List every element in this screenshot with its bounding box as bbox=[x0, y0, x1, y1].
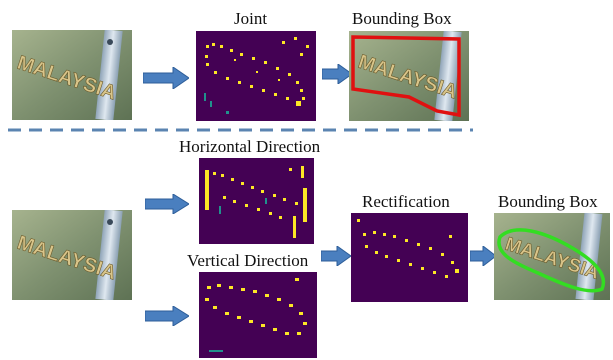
horizontal-dots bbox=[205, 166, 307, 238]
green-bounding-polygon bbox=[497, 228, 606, 293]
label-joint: Joint bbox=[234, 9, 268, 28]
input-photo-bottom: MALAYSIA bbox=[12, 210, 132, 300]
dashed-divider bbox=[8, 128, 473, 132]
label-rectification: Rectification bbox=[362, 192, 450, 211]
rectification-dots bbox=[357, 219, 459, 278]
arrow-right-icon bbox=[322, 64, 352, 84]
arrow-right-icon bbox=[470, 246, 496, 266]
arrow-right-icon bbox=[321, 246, 351, 266]
heatmap-vertical bbox=[199, 272, 317, 358]
heatmap-horizontal bbox=[199, 158, 314, 244]
joint-noise bbox=[204, 93, 229, 114]
label-bounding-box-bottom: Bounding Box bbox=[498, 192, 598, 211]
joint-dots bbox=[204, 37, 309, 114]
input-photo-top: MALAYSIA bbox=[12, 30, 132, 120]
arrow-right-icon bbox=[145, 306, 189, 326]
heatmap-rectification bbox=[351, 213, 468, 302]
arrow-right-icon bbox=[145, 194, 189, 214]
label-vertical-direction: Vertical Direction bbox=[187, 251, 309, 270]
label-horizontal-direction: Horizontal Direction bbox=[179, 137, 321, 156]
result-photo-bottom: MALAYSIA bbox=[494, 213, 610, 300]
result-photo-top: MALAYSIA bbox=[349, 31, 469, 121]
red-bounding-box bbox=[351, 35, 461, 118]
arrow-right-icon bbox=[143, 67, 189, 89]
joint-contour bbox=[205, 37, 309, 106]
vertical-dots bbox=[205, 278, 307, 352]
heatmap-joint bbox=[196, 31, 316, 121]
label-bounding-box-top: Bounding Box bbox=[352, 9, 452, 28]
